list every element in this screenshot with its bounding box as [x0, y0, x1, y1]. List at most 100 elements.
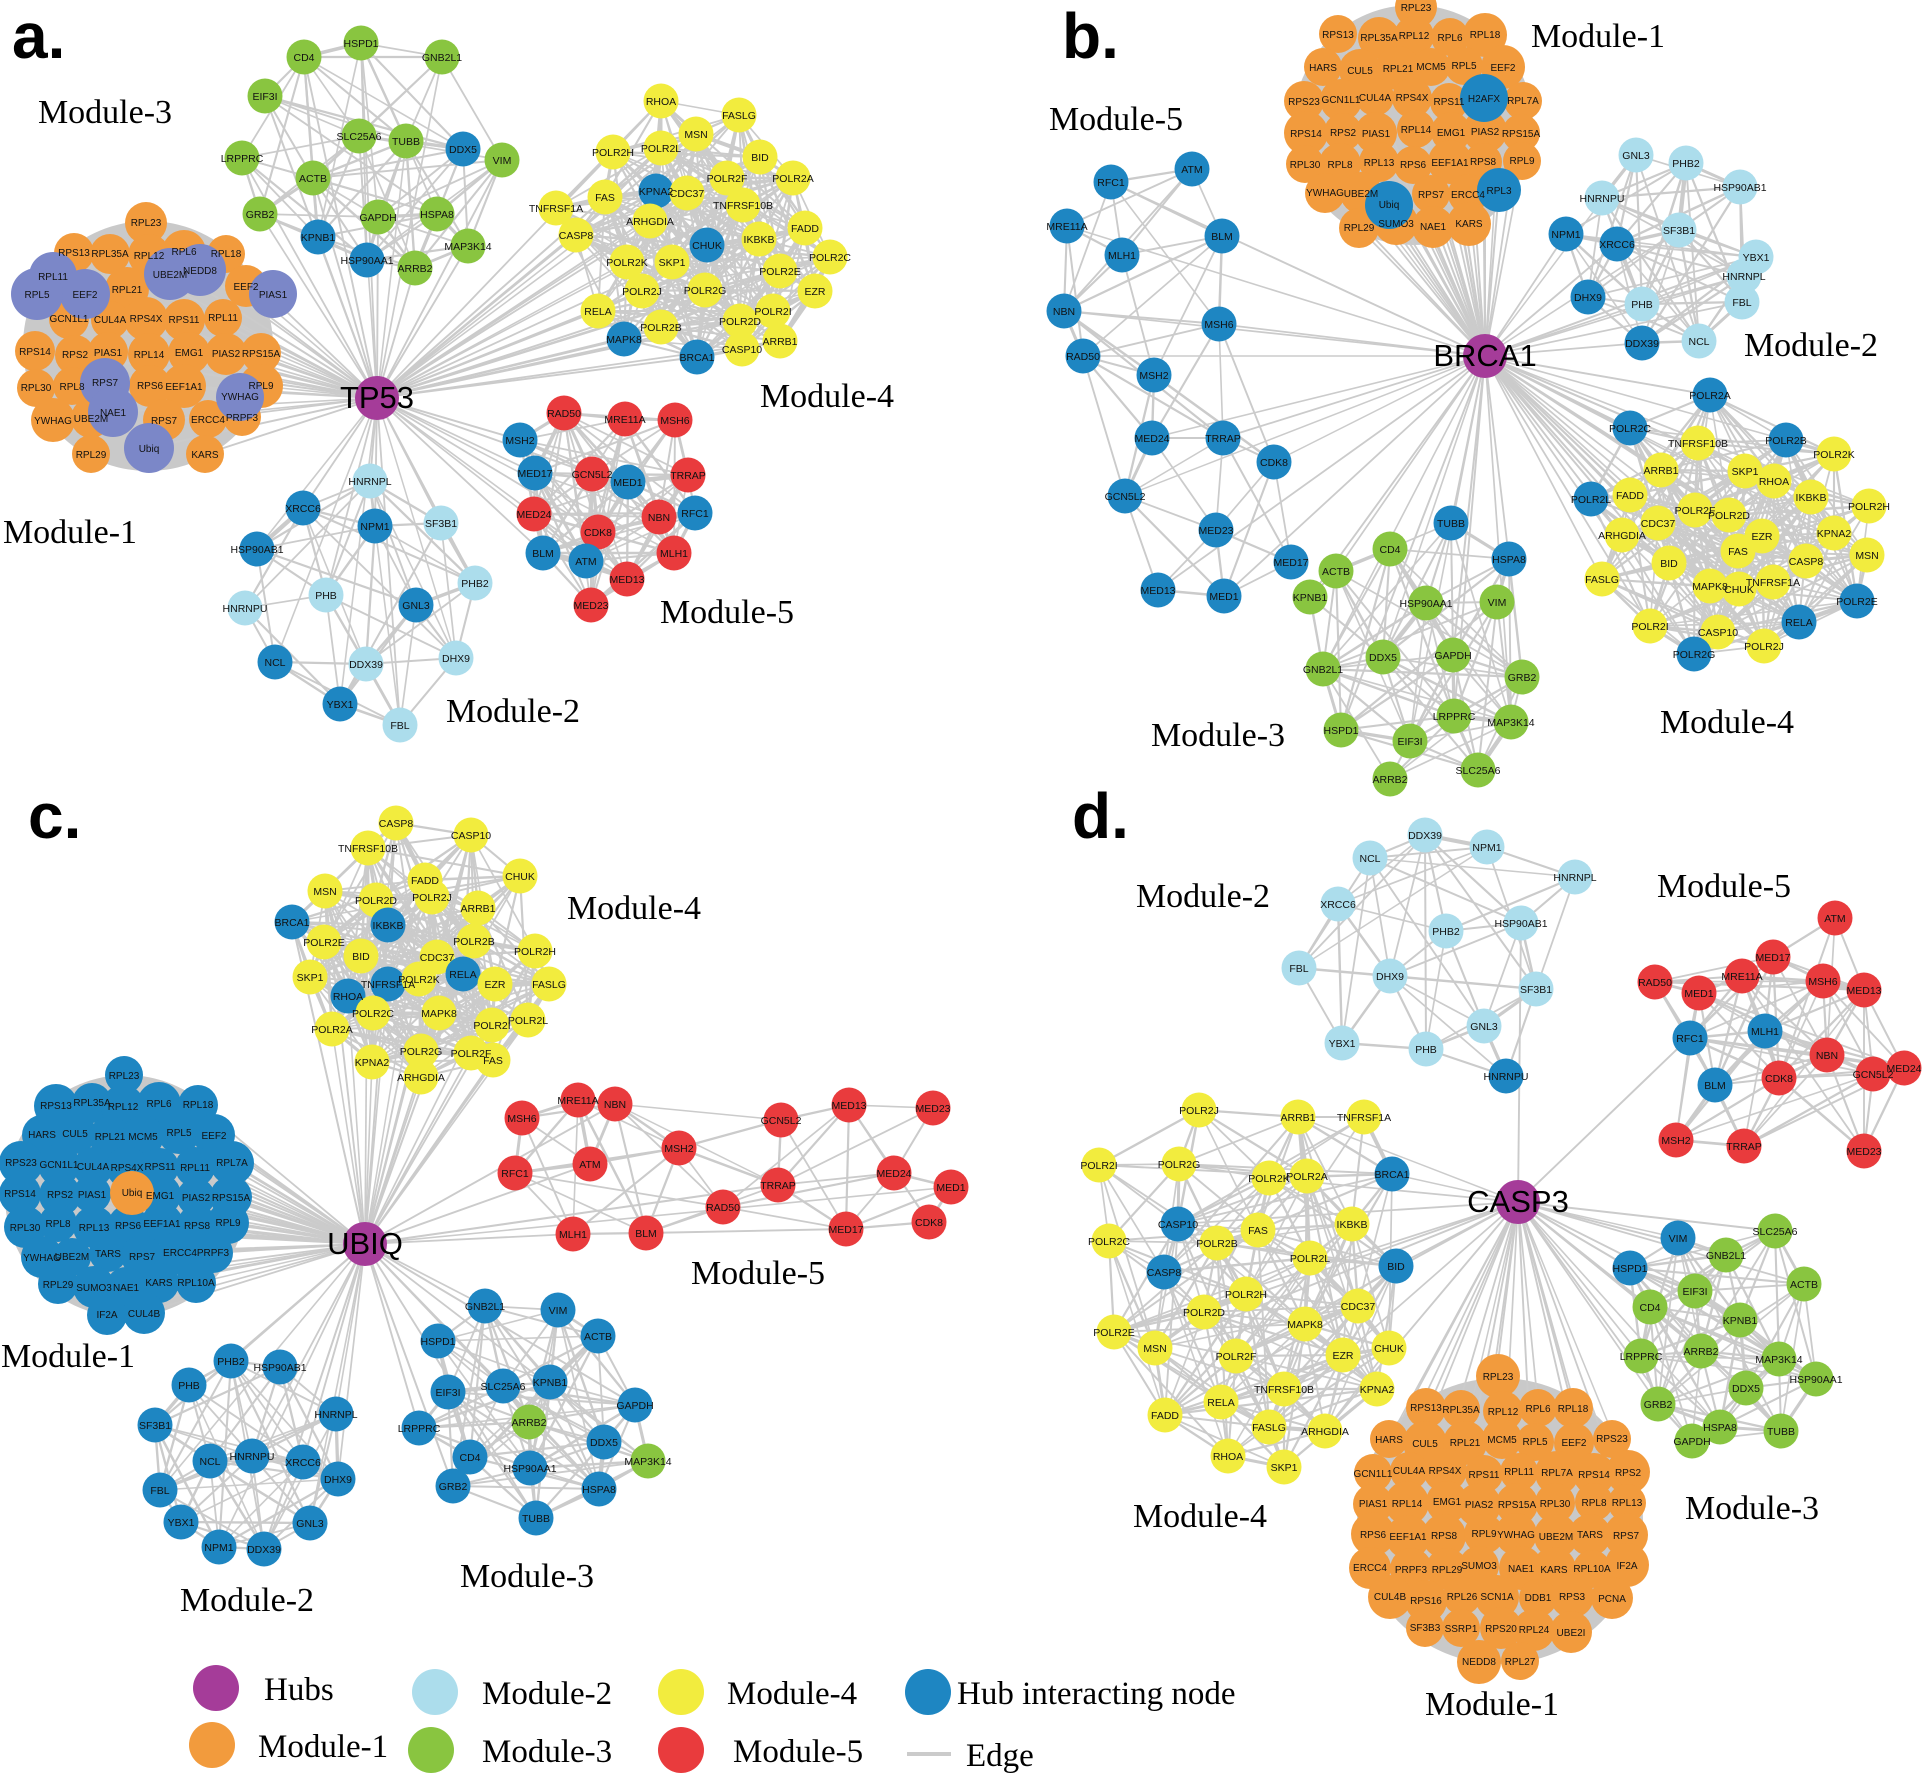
svg-text:RPS2: RPS2 — [1615, 1468, 1642, 1479]
svg-text:RPS6: RPS6 — [115, 1221, 142, 1232]
svg-text:POLR2C: POLR2C — [1088, 1236, 1130, 1248]
svg-text:PHB2: PHB2 — [461, 578, 489, 590]
svg-text:RPS20: RPS20 — [1485, 1624, 1517, 1635]
svg-text:XRCC6: XRCC6 — [285, 503, 321, 515]
svg-text:NEDD8: NEDD8 — [1462, 1657, 1496, 1668]
svg-text:Ubiq: Ubiq — [122, 1188, 143, 1199]
svg-text:SLC25A6: SLC25A6 — [1456, 765, 1501, 777]
svg-text:CASP10: CASP10 — [1698, 627, 1738, 639]
svg-text:RAD50: RAD50 — [1638, 977, 1672, 989]
svg-text:SF3B3: SF3B3 — [1410, 1623, 1441, 1634]
svg-text:HSPA8: HSPA8 — [1703, 1422, 1737, 1434]
svg-text:CASP8: CASP8 — [1147, 1267, 1182, 1279]
svg-text:GNB2L1: GNB2L1 — [422, 52, 462, 64]
svg-text:MCM5: MCM5 — [128, 1132, 158, 1143]
svg-text:YBX1: YBX1 — [168, 1517, 195, 1529]
svg-text:EMG1: EMG1 — [175, 348, 204, 359]
svg-text:FADD: FADD — [411, 875, 439, 887]
svg-text:TRRAP: TRRAP — [1726, 1141, 1762, 1153]
svg-text:MSH6: MSH6 — [1808, 976, 1837, 988]
svg-text:MCM5: MCM5 — [1487, 1435, 1517, 1446]
svg-text:RPL5: RPL5 — [166, 1128, 191, 1139]
svg-text:CD4: CD4 — [1379, 544, 1400, 556]
svg-text:PHB2: PHB2 — [1672, 158, 1700, 170]
svg-text:Module-2: Module-2 — [180, 1582, 314, 1619]
svg-text:POLR2D: POLR2D — [1708, 510, 1750, 522]
svg-text:POLR2E: POLR2E — [1093, 1327, 1134, 1339]
svg-text:MSN: MSN — [313, 886, 336, 898]
svg-text:ARHGDIA: ARHGDIA — [1598, 530, 1646, 542]
svg-text:EZR: EZR — [1752, 531, 1773, 543]
svg-text:RELA: RELA — [1207, 1397, 1234, 1409]
svg-text:CDK8: CDK8 — [1765, 1073, 1793, 1085]
svg-text:NBN: NBN — [648, 512, 670, 524]
svg-text:NBN: NBN — [604, 1099, 626, 1111]
svg-text:UBE2M: UBE2M — [1344, 189, 1378, 200]
svg-text:CUL4A: CUL4A — [77, 1162, 110, 1173]
svg-text:PHB2: PHB2 — [217, 1356, 245, 1368]
svg-text:GNL3: GNL3 — [1470, 1021, 1498, 1033]
svg-text:RPL5: RPL5 — [24, 290, 49, 301]
svg-text:RPL21: RPL21 — [95, 1132, 126, 1143]
svg-text:TRRAP: TRRAP — [670, 470, 706, 482]
svg-text:Hubs: Hubs — [264, 1672, 334, 1708]
svg-text:POLR2F: POLR2F — [1675, 505, 1716, 517]
svg-text:RPS7: RPS7 — [92, 378, 119, 389]
svg-text:TARS: TARS — [1577, 1530, 1603, 1541]
svg-text:RPS15A: RPS15A — [1502, 129, 1541, 140]
svg-text:HARS: HARS — [1375, 1435, 1403, 1446]
svg-text:POLR2J: POLR2J — [622, 286, 662, 298]
svg-text:SUMO3: SUMO3 — [76, 1283, 112, 1294]
svg-text:EEF2: EEF2 — [233, 282, 258, 293]
svg-text:Module-1: Module-1 — [3, 514, 137, 551]
svg-text:RPS4X: RPS4X — [111, 1163, 144, 1174]
svg-text:CHUK: CHUK — [505, 871, 535, 883]
svg-text:RPL7A: RPL7A — [1507, 96, 1539, 107]
svg-text:MLH1: MLH1 — [660, 548, 688, 560]
svg-text:FAS: FAS — [1728, 546, 1748, 558]
svg-text:PHB: PHB — [178, 1380, 200, 1392]
svg-text:BID: BID — [1387, 1261, 1405, 1273]
svg-text:EEF2: EEF2 — [1561, 1438, 1586, 1449]
svg-text:RPL10A: RPL10A — [177, 1278, 215, 1289]
svg-text:GCN1L1: GCN1L1 — [40, 1160, 79, 1171]
svg-text:MED13: MED13 — [831, 1100, 866, 1112]
svg-text:ARRB1: ARRB1 — [460, 903, 495, 915]
svg-text:RHOA: RHOA — [333, 991, 363, 1003]
svg-text:Module-5: Module-5 — [660, 594, 794, 631]
svg-text:RPL14: RPL14 — [1401, 125, 1432, 136]
svg-text:POLR2L: POLR2L — [508, 1015, 548, 1027]
svg-text:HNRNPL: HNRNPL — [1722, 271, 1765, 283]
svg-text:HNRNPL: HNRNPL — [348, 476, 391, 488]
svg-text:RPS23: RPS23 — [1596, 1434, 1628, 1445]
svg-text:RPL9: RPL9 — [1509, 156, 1534, 167]
svg-text:FAS: FAS — [1248, 1225, 1268, 1237]
svg-text:EMG1: EMG1 — [1433, 1497, 1462, 1508]
svg-text:YBX1: YBX1 — [327, 699, 354, 711]
svg-text:SSRP1: SSRP1 — [1445, 1624, 1478, 1635]
svg-text:VIM: VIM — [1488, 597, 1507, 609]
svg-text:RPS7: RPS7 — [129, 1252, 156, 1263]
svg-text:Module-4: Module-4 — [567, 890, 701, 927]
svg-text:CASP10: CASP10 — [722, 344, 762, 356]
svg-text:CHUK: CHUK — [692, 240, 722, 252]
svg-text:VIM: VIM — [1669, 1233, 1688, 1245]
svg-text:HSP90AB1: HSP90AB1 — [253, 1362, 306, 1374]
svg-text:MRE11A: MRE11A — [1721, 971, 1762, 983]
svg-text:RPL29: RPL29 — [76, 450, 107, 461]
svg-text:POLR2L: POLR2L — [1571, 494, 1611, 506]
svg-text:GRB2: GRB2 — [246, 209, 275, 221]
svg-text:ARHGDIA: ARHGDIA — [397, 1072, 445, 1084]
svg-text:RPL12: RPL12 — [108, 1102, 139, 1113]
svg-text:RPS4X: RPS4X — [130, 314, 163, 325]
svg-text:HSPD1: HSPD1 — [1323, 725, 1358, 737]
svg-text:RAD50: RAD50 — [1066, 351, 1100, 363]
svg-text:Module-3: Module-3 — [1151, 717, 1285, 754]
svg-text:MAPK8: MAPK8 — [606, 334, 642, 346]
svg-text:PIAS2: PIAS2 — [212, 349, 241, 360]
svg-text:IKBKB: IKBKB — [744, 234, 775, 246]
svg-text:NCL: NCL — [199, 1456, 220, 1468]
svg-text:CDK8: CDK8 — [1260, 457, 1288, 469]
svg-text:ARRB1: ARRB1 — [1643, 465, 1678, 477]
svg-text:RPS13: RPS13 — [58, 248, 90, 259]
